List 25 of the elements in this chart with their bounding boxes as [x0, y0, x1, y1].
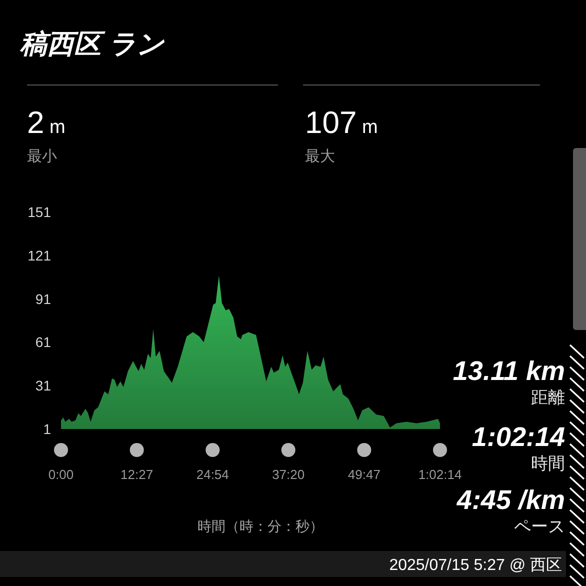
- annotation: 13.11 km: [452, 356, 565, 386]
- xtick-label: 37:20: [272, 467, 305, 482]
- annotation: 4:45 /km: [456, 485, 565, 515]
- xtick-label: 0:00: [48, 467, 74, 482]
- ytick-label: 31: [35, 378, 51, 394]
- annotation: 最小: [27, 148, 57, 165]
- ytick-label: 61: [35, 334, 51, 350]
- ytick-label: 91: [35, 290, 51, 307]
- xtick-label: 12:27: [120, 467, 154, 482]
- xtick-label: 24:54: [196, 467, 229, 482]
- annotation: 時間: [531, 454, 565, 473]
- xtick-label: 49:47: [348, 467, 380, 482]
- xlabel: 時間（時：分：秒）: [198, 518, 324, 534]
- ytick-label: 121: [28, 247, 51, 264]
- annotation: 最大: [305, 148, 335, 165]
- annotation: 距離: [531, 388, 565, 407]
- title: 稿西区 ラン: [20, 29, 165, 59]
- annotation: 2 m: [27, 105, 66, 140]
- annotation: 107 m: [305, 105, 378, 140]
- ytick-label: 1: [43, 421, 51, 437]
- xtick-label: 1:02:14: [418, 467, 462, 482]
- annotation: 2025/07/15 5:27 @ 西区: [389, 557, 562, 574]
- annotation: ペース: [514, 517, 565, 536]
- ytick-label: 151: [28, 204, 51, 220]
- annotation: 1:02:14: [472, 422, 565, 452]
